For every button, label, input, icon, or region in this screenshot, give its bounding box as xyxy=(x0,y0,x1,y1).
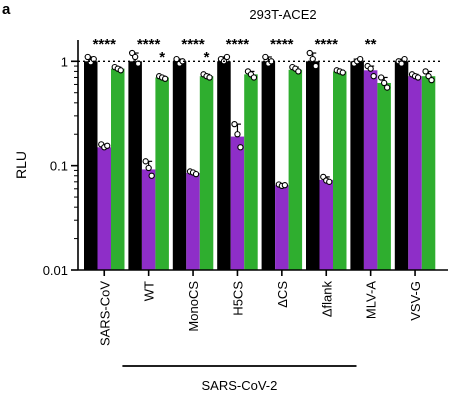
data-point xyxy=(223,53,231,61)
purple-bar xyxy=(363,70,378,270)
purple-bar xyxy=(408,76,422,270)
data-point xyxy=(312,62,319,70)
data-point xyxy=(281,182,288,189)
data-point xyxy=(142,158,149,165)
significance-marker: **** xyxy=(93,36,117,53)
data-point xyxy=(131,53,139,61)
significance-marker: **** xyxy=(270,36,294,53)
green-bar xyxy=(377,82,391,270)
data-point xyxy=(104,142,111,149)
x-tick-label: SARS-CoV xyxy=(97,281,112,346)
chart-title: 293T-ACE2 xyxy=(249,7,316,22)
significance-marker: **** xyxy=(137,36,161,53)
black-bar xyxy=(217,61,231,270)
data-point xyxy=(84,53,91,61)
purple-bar xyxy=(275,185,289,270)
y-tick-label: 0.01 xyxy=(43,263,68,278)
significance-marker: **** xyxy=(226,36,250,53)
x-tick-label: VSV-G xyxy=(408,281,423,321)
purple-bar xyxy=(97,147,111,270)
data-point xyxy=(262,53,269,61)
data-point xyxy=(148,172,155,179)
green-bar xyxy=(333,71,347,270)
x-tick-label: WT xyxy=(142,281,157,301)
data-point xyxy=(414,74,422,81)
significance-marker: ** xyxy=(365,36,377,53)
purple-bar xyxy=(141,169,156,270)
green-bar xyxy=(111,68,125,270)
data-point xyxy=(231,120,238,128)
significance-marker: * xyxy=(204,49,210,66)
data-point xyxy=(339,69,346,76)
data-point xyxy=(250,74,258,81)
data-point xyxy=(117,67,124,74)
data-point xyxy=(309,55,316,63)
data-point xyxy=(145,164,152,172)
black-bar xyxy=(261,61,276,270)
black-bar xyxy=(172,61,187,270)
y-tick-label: 0.1 xyxy=(50,159,68,174)
data-point xyxy=(356,55,364,63)
data-point xyxy=(161,75,169,82)
plot-area: 0.01 0.1 1 SARS-CoV WT MonoCS H5CS ΔCS Δflank MLV… xyxy=(43,36,448,393)
data-point xyxy=(206,74,213,81)
data-point xyxy=(237,144,244,151)
data-point xyxy=(326,178,333,185)
black-bar xyxy=(350,61,364,270)
purple-bar xyxy=(319,179,333,270)
data-point xyxy=(306,49,313,57)
x-tick-label: Δflank xyxy=(319,281,334,318)
panel-letter: a xyxy=(2,1,11,18)
green-bar xyxy=(244,74,258,271)
x-tick-label: H5CS xyxy=(230,281,245,316)
black-bar xyxy=(394,61,409,270)
significance-marker: **** xyxy=(315,36,339,53)
green-bar xyxy=(155,77,169,270)
data-point xyxy=(370,73,377,80)
purple-bar xyxy=(230,136,245,270)
black-bar xyxy=(306,61,320,270)
data-point xyxy=(234,131,241,138)
green-bar xyxy=(199,76,214,270)
green-bar xyxy=(288,69,303,270)
data-point xyxy=(295,68,302,75)
black-bar xyxy=(84,61,98,270)
data-point xyxy=(192,170,200,178)
data-point xyxy=(428,76,435,84)
data-point xyxy=(383,84,391,91)
group-bracket-label: SARS-CoV-2 xyxy=(202,378,278,393)
significance-marker: **** xyxy=(181,36,205,53)
data-point xyxy=(380,79,388,87)
data-point xyxy=(173,55,180,63)
data-point xyxy=(367,65,374,72)
black-bar xyxy=(128,61,142,270)
data-point xyxy=(398,60,405,67)
data-point xyxy=(377,74,385,81)
data-point xyxy=(422,68,429,75)
x-tick-label: MLV-A xyxy=(364,281,379,319)
purple-bar xyxy=(186,173,200,270)
green-bar xyxy=(421,76,436,270)
y-tick-label: 1 xyxy=(61,54,68,69)
x-tick-label: ΔCS xyxy=(275,281,290,308)
x-tick-label: MonoCS xyxy=(186,281,201,332)
significance-marker: * xyxy=(159,49,165,66)
y-axis-title: RLU xyxy=(13,151,29,179)
